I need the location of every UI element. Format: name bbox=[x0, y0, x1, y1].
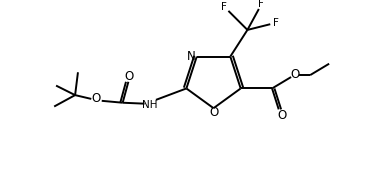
Text: O: O bbox=[209, 106, 218, 120]
Text: O: O bbox=[277, 109, 286, 122]
Text: F: F bbox=[273, 18, 279, 28]
Text: F: F bbox=[258, 0, 264, 9]
Text: O: O bbox=[125, 70, 134, 83]
Text: O: O bbox=[91, 92, 101, 105]
Text: NH: NH bbox=[142, 100, 158, 110]
Text: F: F bbox=[221, 2, 226, 12]
Text: N: N bbox=[187, 50, 195, 63]
Text: O: O bbox=[290, 68, 300, 81]
